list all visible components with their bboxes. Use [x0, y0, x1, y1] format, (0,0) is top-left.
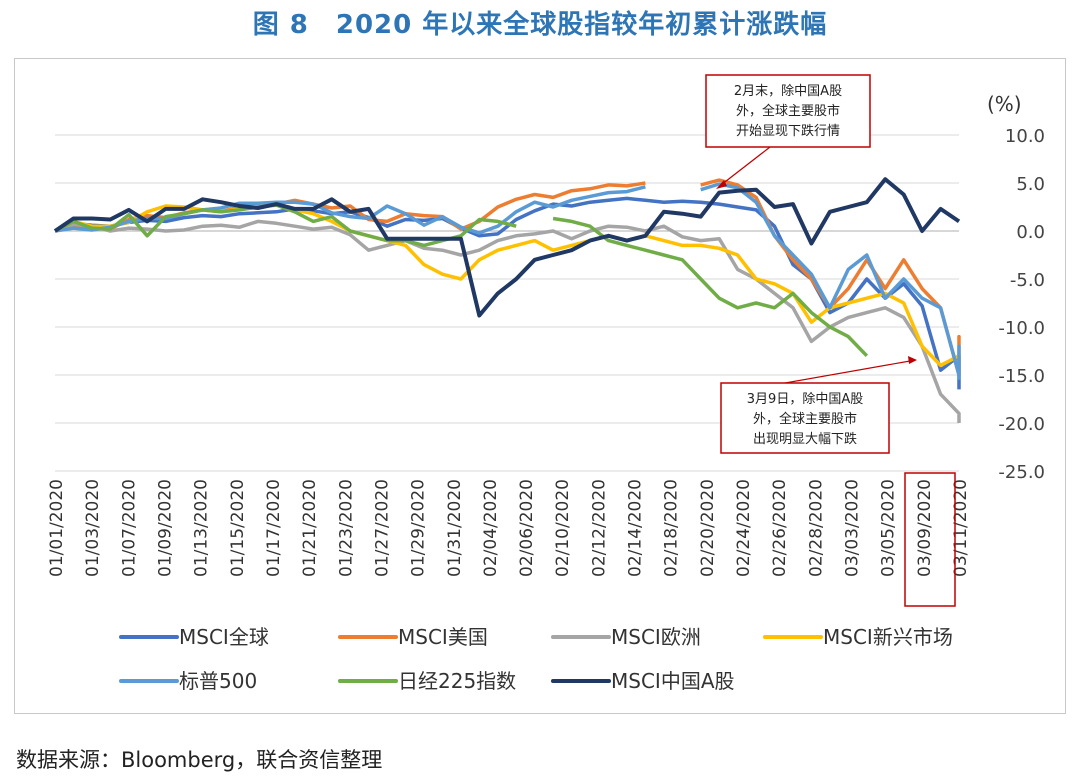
annotation-feb-box [705, 74, 871, 148]
legend-label: 标普500 [179, 669, 257, 693]
x-tick-label: 03/05/2020 [879, 479, 899, 577]
series-layer [53, 177, 961, 423]
x-tick-label: 01/09/2020 [155, 479, 175, 577]
annotation-feb-line-3: 开始显现下跌行情 [736, 123, 840, 139]
x-tick-label: 01/13/2020 [192, 479, 212, 577]
y-tick-label: 0.0 [1016, 222, 1045, 243]
y-tick-labels: 10.0 5.0 0.0 -5.0 -10.0 -15.0 -20.0 -25.0 [998, 126, 1045, 483]
x-tick-label: 01/23/2020 [336, 479, 356, 577]
x-tick-label: 01/31/2020 [445, 479, 465, 577]
x-tick-labels: 01/01/2020 01/03/2020 01/07/2020 01/09/2020… [47, 479, 971, 577]
annotation-feb-line-2: 外，全球主要股市 [736, 103, 840, 119]
x-tick-label: 02/06/2020 [517, 479, 537, 577]
x-tick-label: 01/29/2020 [409, 479, 429, 577]
annotation-mar-line-3: 出现明显大幅下跌 [753, 431, 857, 447]
x-tick-label: 02/28/2020 [806, 479, 826, 577]
annotation-feb-arrowhead [716, 180, 727, 189]
chart-frame: (%) 10.0 5.0 0.0 -5.0 -10.0 -15.0 -20.0 -25.0 0… [14, 58, 1066, 714]
y-tick-label: -15.0 [998, 366, 1045, 387]
annotation-mar-arrowhead [908, 356, 917, 364]
y-axis-label: (%) [987, 92, 1022, 116]
legend-label: MSCI欧洲 [611, 625, 701, 649]
annotation-mar-line-2: 外，全球主要股市 [753, 411, 857, 427]
x-tick-label: 02/18/2020 [662, 479, 682, 577]
x-tick-label: 01/01/2020 [47, 479, 67, 577]
source-note: 数据来源：Bloomberg，联合资信整理 [16, 748, 383, 772]
annotation-feb-arrow [720, 146, 771, 186]
x-tick-label: 01/21/2020 [300, 479, 320, 577]
x-tick-label: 01/17/2020 [264, 479, 284, 577]
x-tick-label: 02/24/2020 [734, 479, 754, 577]
y-tick-label: -20.0 [998, 414, 1045, 435]
x-tick-label: 03/03/2020 [843, 479, 863, 577]
legend-label: MSCI全球 [179, 625, 269, 649]
x-tick-label: 02/20/2020 [698, 479, 718, 577]
x-tick-label: 02/10/2020 [553, 479, 573, 577]
annotation-feb-line-1: 2月末，除中国A股 [734, 84, 842, 99]
annotation-mar-arrow [784, 360, 911, 384]
x-tick-label: 02/12/2020 [589, 479, 609, 577]
grid-lines [55, 134, 959, 472]
line-chart: (%) 10.0 5.0 0.0 -5.0 -10.0 -15.0 -20.0 -25.0 0… [47, 74, 1045, 693]
x-tick-label: 03/09/2020 [915, 479, 935, 577]
y-tick-label: -5.0 [1010, 270, 1045, 291]
y-tick-label: 5.0 [1016, 174, 1045, 195]
x-tick-label: 01/15/2020 [228, 479, 248, 577]
highlight-box [904, 472, 956, 607]
series-line-7 [53, 177, 961, 318]
series-line-3 [54, 219, 961, 423]
x-tick-label: 02/26/2020 [770, 479, 790, 577]
legend-label: MSCI美国 [398, 625, 488, 649]
annotation-feb: 2月末，除中国A股 外，全球主要股市 开始显现下跌行情 [705, 74, 871, 189]
y-tick-label: -10.0 [998, 318, 1045, 339]
x-tick-label: 01/03/2020 [83, 479, 103, 577]
x-tick-label: 03/11/2020 [951, 479, 971, 577]
x-tick-label: 01/27/2020 [372, 479, 392, 577]
annotation-mar-line-1: 3月9日，除中国A股 [747, 392, 863, 407]
y-tick-label: 10.0 [1005, 126, 1045, 147]
legend-label: MSCI中国A股 [611, 669, 735, 693]
annotation-mar-box [720, 382, 890, 454]
figure-title: 图 8 2020 年以来全球股指较年初累计涨跌幅 [252, 10, 828, 40]
legend-label: MSCI新兴市场 [823, 625, 953, 649]
y-tick-label: -25.0 [998, 462, 1045, 483]
annotation-mar: 3月9日，除中国A股 外，全球主要股市 出现明显大幅下跌 [720, 356, 917, 454]
x-tick-label: 01/07/2020 [119, 479, 139, 577]
x-tick-label: 02/04/2020 [481, 479, 501, 577]
legend-label: 日经225指数 [398, 669, 516, 693]
x-tick-label: 02/14/2020 [626, 479, 646, 577]
